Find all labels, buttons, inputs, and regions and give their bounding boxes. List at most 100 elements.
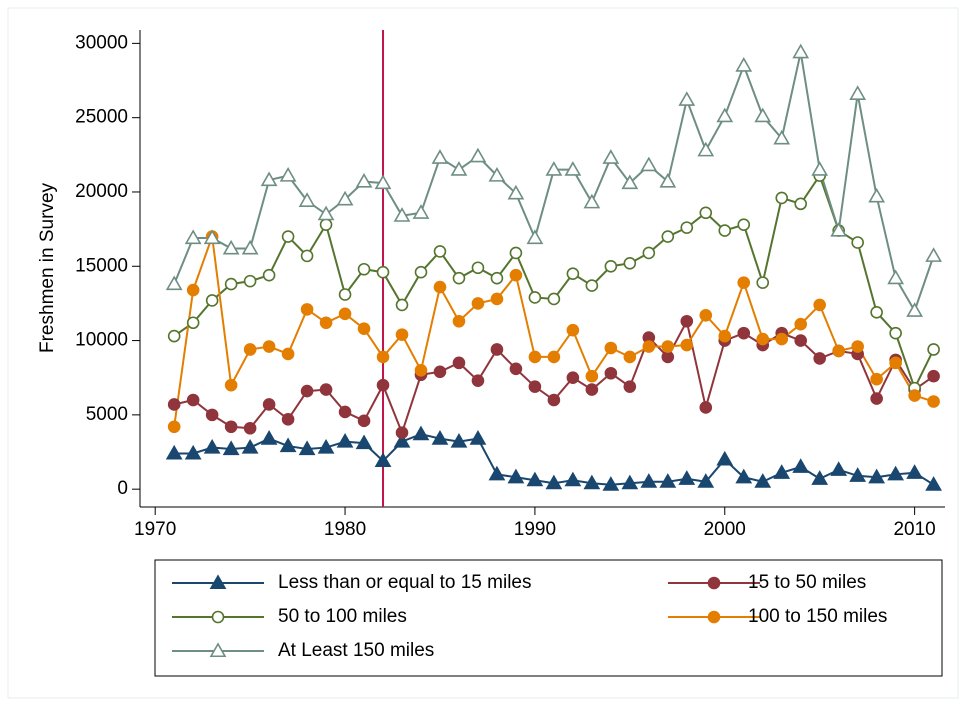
data-point [490, 271, 504, 285]
legend-label: 50 to 100 miles [278, 606, 407, 627]
data-point [716, 450, 734, 466]
legend-swatch-marker [707, 610, 721, 624]
data-point [336, 433, 354, 448]
data-point [395, 328, 409, 341]
data-point [376, 378, 390, 392]
data-point [851, 236, 864, 249]
data-point [205, 294, 219, 307]
data-point [165, 275, 183, 291]
y-tick-label: 20000 [75, 181, 128, 202]
y-axis-label: Freshmen in Survey [37, 183, 58, 354]
data-point [870, 372, 883, 386]
data-point [699, 401, 713, 414]
data-point [604, 341, 618, 355]
data-point [203, 438, 221, 454]
data-point [813, 298, 826, 312]
data-point [262, 268, 276, 282]
data-point [583, 474, 601, 490]
data-point [509, 246, 523, 260]
data-point [906, 464, 924, 479]
data-point [469, 147, 487, 163]
data-point [927, 369, 940, 383]
data-point [699, 206, 713, 220]
data-point [165, 444, 183, 460]
data-point [433, 280, 447, 294]
data-point [241, 438, 259, 454]
data-point [830, 221, 848, 237]
data-point [184, 444, 202, 460]
data-point [545, 161, 563, 176]
data-point [167, 420, 181, 434]
legend-label: At Least 150 miles [278, 640, 434, 661]
legend-label: 100 to 150 miles [748, 606, 887, 627]
data-point [431, 430, 449, 445]
legend-swatch-marker [209, 642, 227, 658]
data-point [186, 393, 200, 407]
data-point [602, 149, 620, 164]
y-tick-label: 30000 [75, 32, 128, 53]
data-point [224, 378, 238, 392]
data-point [870, 306, 883, 319]
data-point [528, 291, 542, 304]
data-point [583, 193, 601, 209]
data-point [300, 303, 314, 316]
data-point [775, 191, 789, 205]
data-point [566, 371, 580, 385]
y-tick-label: 5000 [86, 404, 128, 425]
y-tick-label: 15000 [75, 255, 128, 276]
data-point [167, 329, 181, 343]
data-point [414, 265, 428, 279]
data-point [889, 326, 902, 340]
data-point [357, 414, 371, 428]
x-tick-label: 1970 [134, 519, 176, 540]
data-point [298, 192, 316, 207]
data-point [925, 247, 942, 262]
data-point [813, 352, 826, 365]
data-point [374, 174, 392, 190]
data-point [604, 366, 618, 380]
data-point [792, 43, 810, 59]
data-point [642, 340, 656, 353]
legend-swatch-marker [211, 610, 225, 624]
legend-label: Less than or equal to 15 miles [278, 572, 532, 593]
data-point [376, 265, 390, 279]
data-point [718, 224, 732, 237]
data-point [433, 245, 447, 258]
data-point [414, 363, 428, 377]
data-point [393, 207, 411, 222]
data-point [509, 362, 523, 376]
data-point [469, 430, 487, 445]
data-point [336, 190, 354, 206]
data-point [794, 334, 808, 347]
data-point [927, 395, 940, 408]
data-point [412, 425, 430, 441]
data-point [566, 323, 580, 337]
data-point [585, 369, 599, 383]
data-point [756, 332, 770, 346]
data-point [243, 421, 257, 435]
data-point [186, 283, 200, 297]
data-point [224, 277, 238, 291]
data-point [716, 107, 734, 123]
data-point [281, 347, 295, 361]
data-point [792, 458, 810, 473]
data-point [357, 322, 371, 335]
data-point [697, 141, 715, 157]
y-tick-label: 25000 [75, 107, 128, 128]
data-point [526, 229, 544, 245]
data-point [317, 205, 335, 221]
data-point [680, 314, 694, 328]
data-point [773, 129, 791, 145]
data-point [547, 350, 561, 364]
data-point [338, 288, 352, 301]
data-point [623, 380, 637, 393]
data-point [870, 392, 883, 405]
data-point [205, 408, 219, 422]
data-point [906, 302, 924, 317]
data-point [659, 172, 677, 188]
data-point [526, 471, 544, 487]
data-point [471, 261, 485, 275]
data-point [355, 172, 373, 188]
data-point [224, 420, 238, 434]
